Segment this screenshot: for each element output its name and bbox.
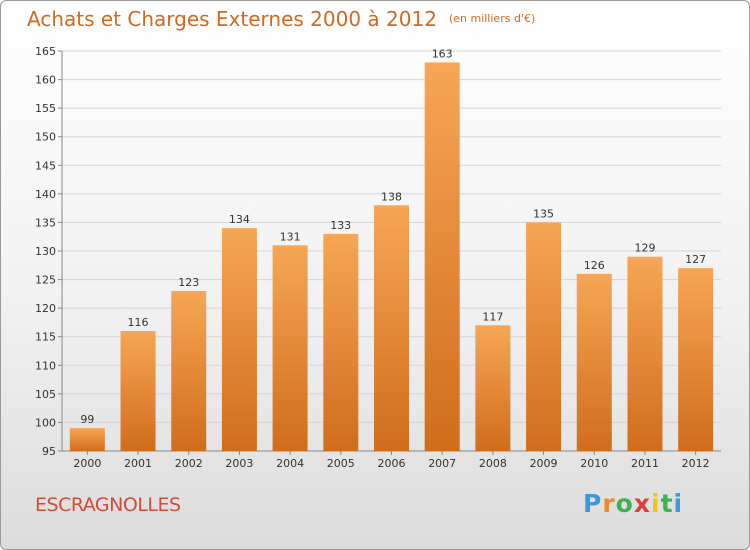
value-label-2001: 116 [128,316,149,329]
value-label-2003: 134 [229,213,250,226]
value-label-2011: 129 [634,242,655,255]
y-tick-label: 140 [35,188,56,201]
bar-2006[interactable] [374,205,409,451]
x-tick-label-2010: 2010 [580,457,608,470]
value-label-2012: 127 [685,253,706,266]
bar-2007[interactable] [424,62,460,452]
bars: 99 116 123 134 131 133 138 163 117 135 126 129 127 [69,47,714,452]
bar-2003[interactable] [221,228,257,451]
place-name: ESCRAGNOLLES [35,494,181,516]
chart-unit: (en milliers d'€) [448,12,536,25]
value-label-2009: 135 [533,207,554,220]
value-label-2002: 123 [178,276,199,289]
bar-2010[interactable] [576,273,612,451]
proxiti-logo[interactable]: Proxiti [583,489,683,518]
y-tick-label: 120 [35,302,56,315]
bar-2009[interactable] [526,222,562,451]
bar-2008[interactable] [475,325,511,451]
x-axis-labels: 2000 2001 2002 2003 2004 2005 2006 2007 2008 2009… [73,451,710,470]
x-tick-label-2012: 2012 [682,457,710,470]
x-tick-label-2006: 2006 [378,457,406,470]
y-tick-label: 160 [35,74,56,87]
value-label-2004: 131 [280,230,301,243]
y-tick-label: 165 [35,45,56,58]
x-tick-label-2004: 2004 [276,457,304,470]
chart-title: Achats et Charges Externes 2000 à 2012 (e… [27,7,535,31]
bar-2005[interactable] [323,233,359,451]
bar-2004[interactable] [272,245,308,451]
x-tick-label-2011: 2011 [631,457,659,470]
value-label-2008: 117 [482,310,503,323]
y-tick-label: 130 [35,245,56,258]
x-tick-label-2002: 2002 [175,457,203,470]
x-tick-label-2007: 2007 [428,457,456,470]
x-tick-label-2009: 2009 [530,457,558,470]
bar-2011[interactable] [627,256,663,451]
y-tick-label: 115 [35,331,56,344]
y-tick-label: 105 [35,388,56,401]
y-tick-label: 150 [35,131,56,144]
bar-2001[interactable] [120,331,156,451]
x-tick-label-2005: 2005 [327,457,355,470]
x-tick-label-2003: 2003 [225,457,253,470]
x-tick-label-2008: 2008 [479,457,507,470]
bar-2002[interactable] [171,291,207,451]
x-tick-label-2001: 2001 [124,457,152,470]
y-tick-label: 125 [35,274,56,287]
y-tick-label: 110 [35,359,56,372]
value-label-2000: 99 [80,413,94,426]
x-tick-label-2000: 2000 [73,457,101,470]
value-label-2006: 138 [381,190,402,203]
y-tick-label: 100 [35,416,56,429]
y-tick-label: 155 [35,102,56,115]
bar-2000[interactable] [69,428,105,451]
y-tick-label: 135 [35,216,56,229]
chart-title-text: Achats et Charges Externes 2000 à 2012 [27,7,437,31]
value-label-2010: 126 [584,259,605,272]
bar-2012[interactable] [678,268,714,451]
value-label-2005: 133 [330,219,351,232]
y-tick-label: 95 [42,445,56,458]
value-label-2007: 163 [432,47,453,60]
proxiti-logo-text: Proxiti [583,489,684,518]
y-tick-label: 145 [35,159,56,172]
